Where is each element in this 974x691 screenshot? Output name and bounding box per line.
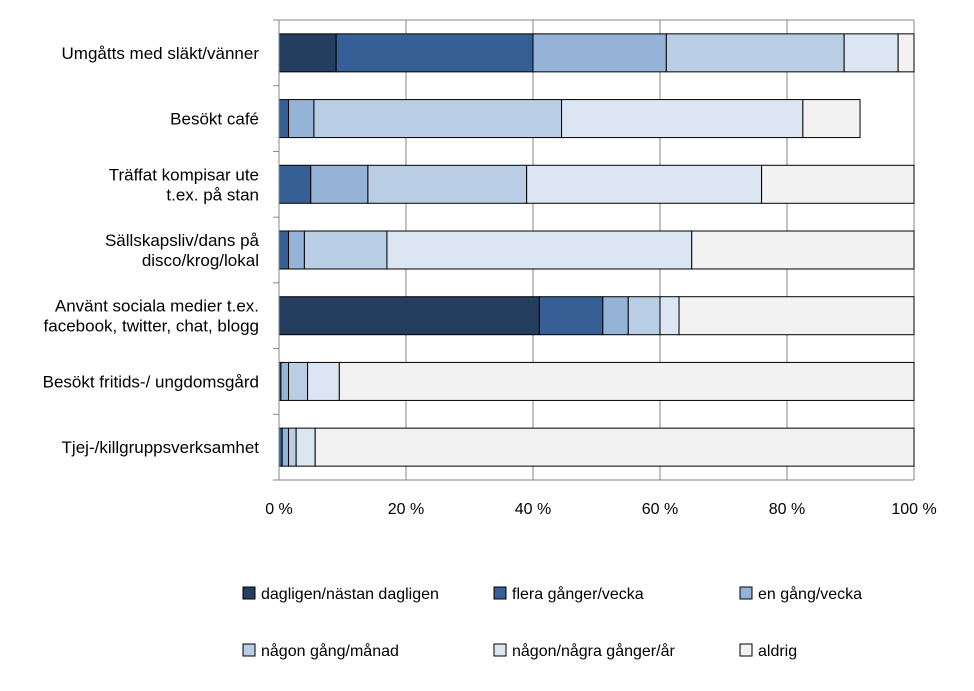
- bar-segment: [561, 99, 804, 139]
- category-label: t.ex. på stan: [166, 185, 259, 204]
- legend-swatch: [242, 586, 256, 600]
- bar-segment: [602, 296, 629, 336]
- bar-segment: [278, 33, 337, 73]
- category-label: Sällskapsliv/dans på: [105, 231, 260, 250]
- bar-segment: [307, 361, 340, 401]
- legend-label: någon/några gånger/år: [512, 642, 675, 660]
- bar-segment: [278, 99, 290, 139]
- bar-segment: [532, 33, 667, 73]
- bar-segment: [314, 427, 915, 467]
- bar-segment: [281, 427, 290, 467]
- category-label: Träffat kompisar ute: [109, 165, 259, 184]
- bar-segment: [678, 296, 915, 336]
- bar-segment: [843, 33, 899, 73]
- bar-segment: [338, 361, 915, 401]
- legend-label: flera gånger/vecka: [512, 585, 644, 603]
- category-labels: Umgåtts med släkt/vänner Besökt café Träff…: [43, 44, 260, 457]
- bar-segment: [691, 230, 915, 270]
- legend-swatch: [739, 643, 753, 657]
- bar-segment: [335, 33, 534, 73]
- legend: dagligen/nästan dagligen flera gånger/vec…: [242, 585, 862, 660]
- x-tick-labels: 0 % 20 % 40 % 60 % 80 % 100 %: [265, 501, 936, 518]
- bar-segment: [278, 164, 312, 204]
- legend-swatch: [739, 586, 753, 600]
- bar-segment: [761, 164, 915, 204]
- bar-segment: [295, 427, 316, 467]
- x-tick-label: 60 %: [642, 501, 678, 518]
- legend-label: dagligen/nästan dagligen: [261, 586, 439, 603]
- bar-segment: [288, 427, 297, 467]
- bar-segment: [665, 33, 845, 73]
- x-tick-label: 20 %: [388, 501, 424, 518]
- bars: [278, 33, 915, 467]
- bar-segment: [303, 230, 388, 270]
- bar-segment: [278, 230, 290, 270]
- category-label: Använt sociala medier t.ex.: [55, 297, 259, 316]
- legend-label: aldrig: [758, 643, 797, 660]
- bar-segment: [526, 164, 763, 204]
- category-label: facebook, twitter, chat, blogg: [44, 317, 259, 336]
- bar-segment: [802, 99, 861, 139]
- category-label: disco/krog/lokal: [142, 251, 259, 270]
- legend-swatch: [493, 643, 507, 657]
- bar-segment: [280, 361, 290, 401]
- x-tick-label: 40 %: [515, 501, 551, 518]
- bar-segment: [367, 164, 528, 204]
- legend-label: någon gång/månad: [261, 642, 399, 660]
- axes: [273, 19, 914, 481]
- x-tick-label: 80 %: [769, 501, 805, 518]
- category-label: Umgåtts med släkt/vänner: [62, 44, 260, 63]
- bar-segment: [659, 296, 680, 336]
- x-tick-label: 0 %: [265, 501, 293, 518]
- bar-segment: [288, 99, 315, 139]
- bar-segment: [313, 99, 563, 139]
- category-label: Tjej-/killgruppsverksamhet: [62, 438, 260, 457]
- legend-swatch: [493, 586, 507, 600]
- category-label: Besökt café: [170, 110, 259, 129]
- bar-segment: [627, 296, 661, 336]
- bar-segment: [288, 361, 309, 401]
- bar-segment: [386, 230, 693, 270]
- bar-segment: [897, 33, 915, 73]
- legend-label: en gång/vecka: [758, 585, 862, 603]
- legend-swatch: [242, 643, 256, 657]
- bar-segment: [538, 296, 604, 336]
- category-label: Besökt fritids-/ ungdomsgård: [43, 372, 259, 391]
- bar-segment: [278, 296, 540, 336]
- bar-segment: [288, 230, 305, 270]
- bar-segment: [310, 164, 369, 204]
- x-tick-label: 100 %: [891, 501, 936, 518]
